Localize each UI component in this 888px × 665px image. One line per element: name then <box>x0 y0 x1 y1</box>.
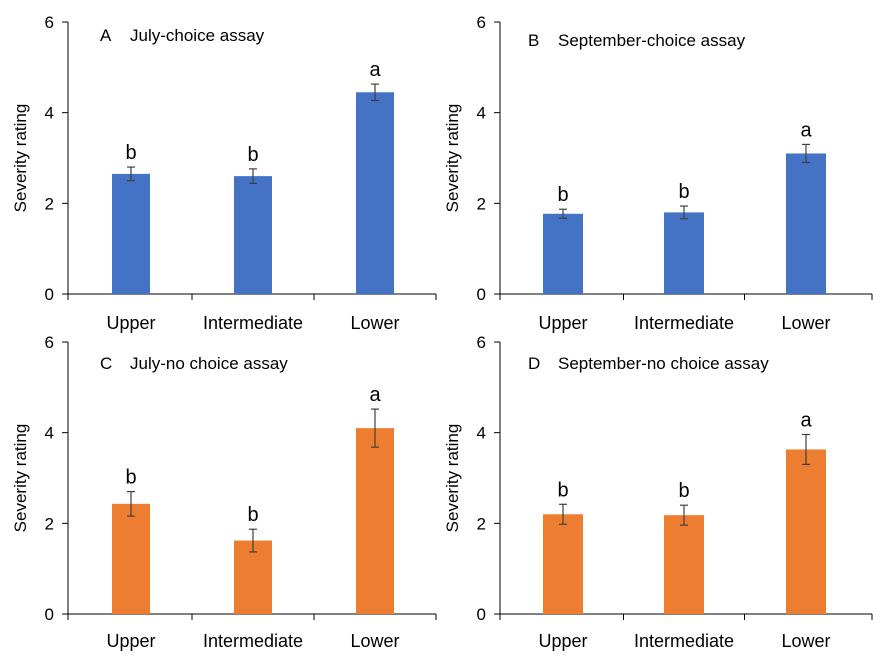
y-tick-label: 4 <box>45 424 54 443</box>
y-axis-label: Severity rating <box>11 104 30 213</box>
y-tick-label: 6 <box>45 333 54 352</box>
x-tick-label: Intermediate <box>634 313 734 333</box>
bar <box>543 213 583 294</box>
panel-letter: B <box>528 31 539 50</box>
bar <box>112 173 150 294</box>
x-tick-label: Upper <box>106 631 155 651</box>
x-tick-label: Lower <box>781 313 830 333</box>
x-tick-label: Intermediate <box>634 631 734 651</box>
bar <box>234 176 272 294</box>
chart-panel-d: 0 2 4 6 Severity rating D September-no choice … <box>443 333 873 651</box>
chart-panel-b: 0 2 4 6 Severity rating B September-choice ass… <box>443 13 873 333</box>
significance-letter: b <box>125 467 136 489</box>
bar <box>543 514 583 614</box>
y-tick-label: 0 <box>477 605 486 624</box>
panel-title: July-choice assay <box>130 26 265 45</box>
y-tick-label: 0 <box>477 285 486 304</box>
significance-letter: b <box>678 181 689 203</box>
y-axis-label: Severity rating <box>443 104 462 213</box>
chart-panel-c: 0 2 4 6 Severity rating C July-no choice assay… <box>11 333 437 651</box>
bar <box>356 92 394 295</box>
bar <box>356 428 394 614</box>
panel-letter: C <box>100 354 112 373</box>
y-axis-label: Severity rating <box>443 424 462 533</box>
panel-letter: D <box>528 354 540 373</box>
x-tick-label: Lower <box>350 631 399 651</box>
x-tick-label: Upper <box>538 313 587 333</box>
bar <box>112 503 150 614</box>
y-tick-label: 4 <box>45 104 54 123</box>
significance-letter: a <box>800 119 812 141</box>
y-tick-label: 4 <box>477 424 486 443</box>
y-tick-label: 6 <box>477 333 486 352</box>
y-tick-label: 2 <box>45 194 54 213</box>
x-tick-label: Lower <box>350 313 399 333</box>
bar <box>786 449 826 614</box>
y-tick-label: 4 <box>477 104 486 123</box>
significance-letter: b <box>678 480 689 502</box>
significance-letter: b <box>125 142 136 164</box>
y-tick-label: 6 <box>45 13 54 32</box>
panel-title: July-no choice assay <box>130 354 288 373</box>
y-tick-label: 2 <box>477 514 486 533</box>
bar <box>234 540 272 614</box>
bar <box>664 212 704 294</box>
significance-letter: b <box>247 504 258 526</box>
significance-letter: b <box>557 479 568 501</box>
y-tick-label: 2 <box>45 514 54 533</box>
panel-title: September-no choice assay <box>558 354 769 373</box>
significance-letter: a <box>369 384 381 406</box>
panel-letter: A <box>100 26 112 45</box>
panel-title: September-choice assay <box>558 31 746 50</box>
significance-letter: b <box>247 144 258 166</box>
x-tick-label: Intermediate <box>203 313 303 333</box>
significance-letter: b <box>557 184 568 206</box>
significance-letter: a <box>369 59 381 81</box>
chart-panel-a: 0 2 4 6 Severity rating A July-choice assay b Up… <box>11 13 437 333</box>
y-tick-label: 2 <box>477 194 486 213</box>
x-tick-label: Intermediate <box>203 631 303 651</box>
significance-letter: a <box>800 409 812 431</box>
bar <box>664 515 704 614</box>
x-tick-label: Lower <box>781 631 830 651</box>
y-tick-label: 6 <box>477 13 486 32</box>
bar <box>786 153 826 294</box>
y-tick-label: 0 <box>45 285 54 304</box>
x-tick-label: Upper <box>106 313 155 333</box>
y-tick-label: 0 <box>45 605 54 624</box>
x-tick-label: Upper <box>538 631 587 651</box>
y-axis-label: Severity rating <box>11 424 30 533</box>
